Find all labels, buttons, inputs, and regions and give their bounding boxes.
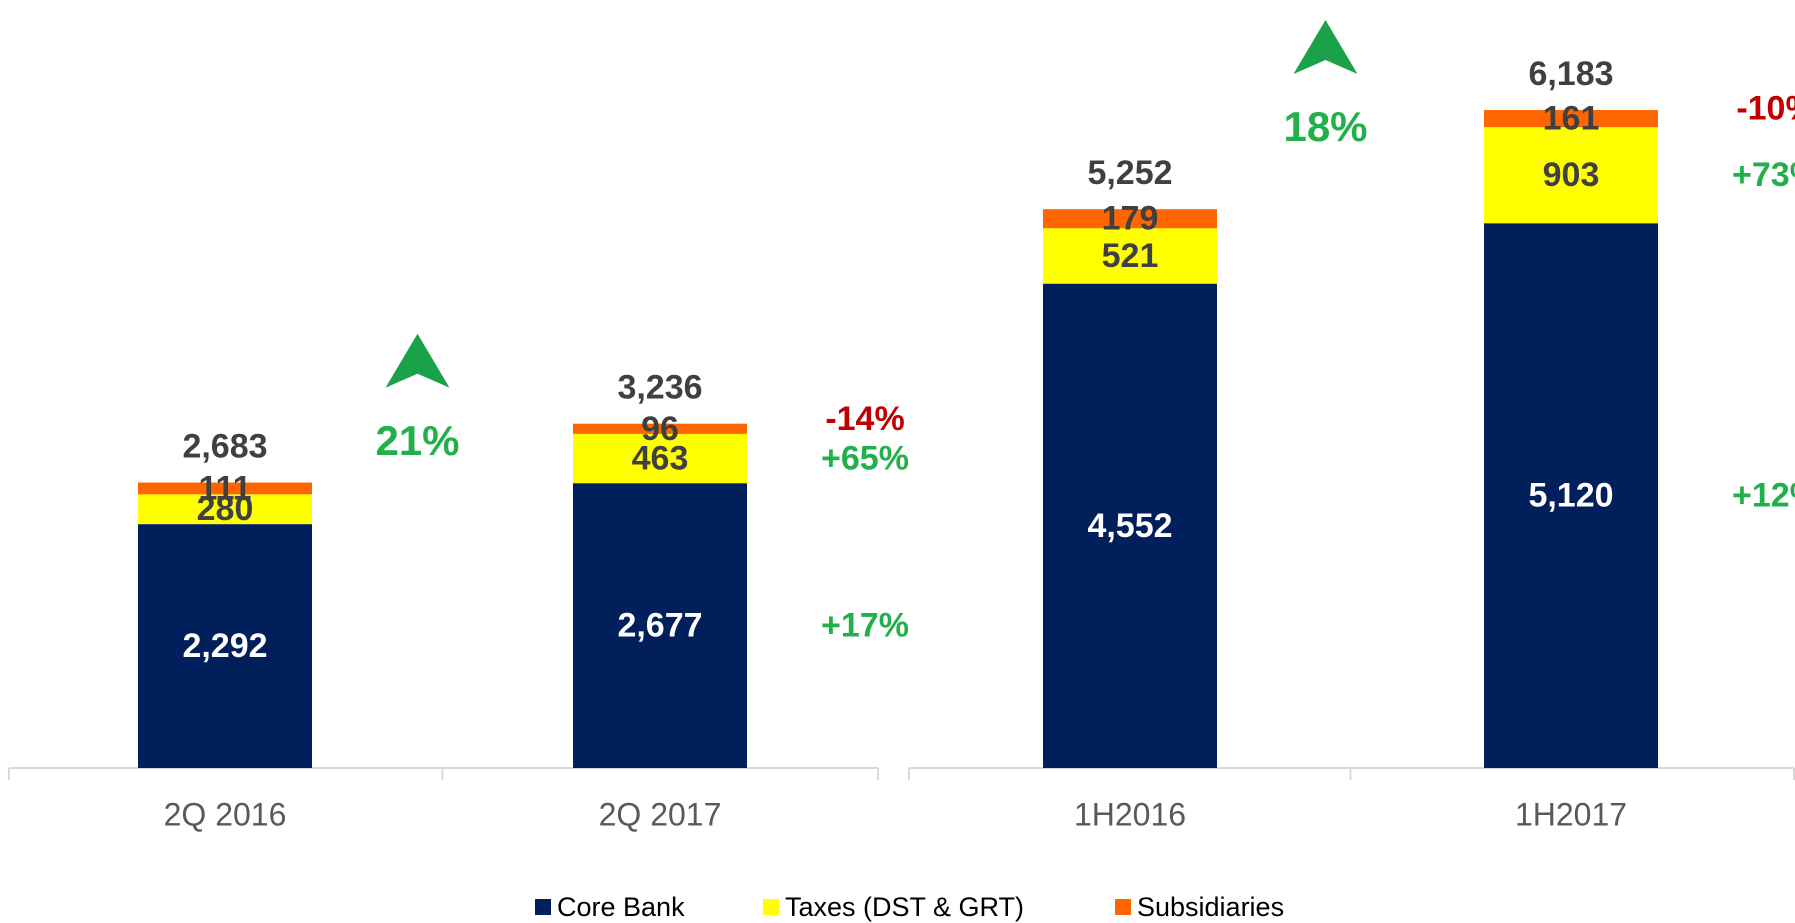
x-tick-label: 2Q 2016	[164, 796, 287, 832]
up-arrow	[385, 333, 450, 388]
change-label: +12%	[1732, 477, 1795, 515]
total-change-label: 21%	[375, 417, 459, 464]
total-change-label: 18%	[1283, 103, 1367, 150]
bar-segment	[1043, 209, 1217, 229]
value-label: 2,292	[182, 627, 267, 665]
legend-label: Taxes (DST & GRT)	[785, 892, 1024, 922]
bar-segment	[1484, 127, 1658, 224]
total-label: 3,236	[617, 369, 702, 407]
up-arrow	[1293, 20, 1358, 75]
value-label: 2,677	[617, 607, 702, 645]
bar-segment	[138, 482, 312, 495]
total-label: 2,683	[182, 428, 267, 466]
legend-swatch	[1115, 899, 1131, 915]
value-label: 96	[641, 410, 679, 448]
legend-label: Subsidiaries	[1137, 892, 1284, 922]
change-label: -10%	[1736, 90, 1795, 128]
bar-segment	[138, 524, 312, 768]
x-tick-label: 2Q 2017	[599, 796, 722, 832]
value-label: 521	[1102, 237, 1159, 275]
bar-segment	[1043, 228, 1217, 284]
value-label: 903	[1543, 156, 1600, 194]
value-label: 463	[632, 440, 689, 478]
change-label: +73%	[1732, 156, 1795, 194]
value-label: 161	[1543, 100, 1600, 138]
bar-segment	[1484, 223, 1658, 768]
legend-label: Core Bank	[557, 892, 685, 922]
bar-segment	[138, 494, 312, 525]
change-label: -14%	[825, 400, 904, 438]
value-label: 4,552	[1087, 507, 1172, 545]
change-label: +17%	[821, 607, 909, 645]
bar-segment	[573, 433, 747, 484]
legend-swatch	[763, 899, 779, 915]
value-label: 111	[199, 469, 252, 507]
x-tick-label: 1H2017	[1515, 796, 1627, 832]
total-label: 5,252	[1087, 154, 1172, 192]
bar-segment	[1043, 283, 1217, 768]
total-label: 6,183	[1528, 55, 1613, 93]
value-label: 5,120	[1528, 477, 1613, 515]
value-label: 280	[197, 490, 254, 528]
bar-segment	[573, 423, 747, 434]
legend-swatch	[535, 899, 551, 915]
x-tick-label: 1H2016	[1074, 796, 1186, 832]
change-label: +65%	[821, 440, 909, 478]
bar-segment	[573, 483, 747, 768]
bar-segment	[1484, 110, 1658, 128]
value-label: 179	[1102, 200, 1159, 238]
